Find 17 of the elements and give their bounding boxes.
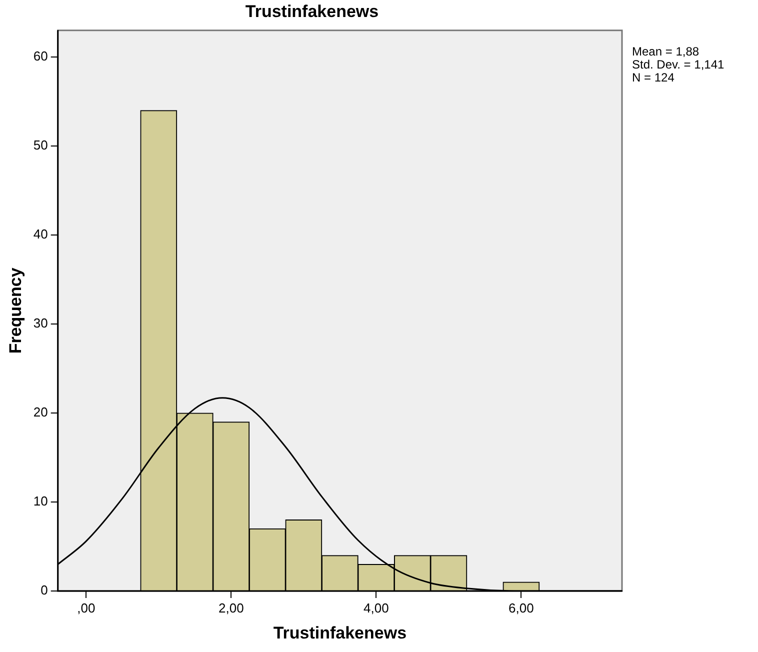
y-tick-label: 10: [33, 494, 48, 509]
y-tick-label: 40: [33, 226, 48, 242]
x-tick-label: 6,00: [508, 600, 534, 616]
text: N = 124: [632, 70, 675, 85]
x-axis-title: Trustinfakenews: [273, 623, 407, 642]
x-tick-label: 4,00: [364, 600, 389, 616]
text: Mean = 1,88: [632, 44, 700, 59]
y-tick-label: 0: [40, 582, 48, 598]
x-tick-label: ,00: [77, 600, 96, 616]
text: Std. Dev. = 1,141: [632, 58, 724, 72]
y-axis-title: Frequency: [6, 267, 25, 354]
y-tick-label: 20: [33, 404, 48, 420]
y-tick-label: 60: [33, 48, 48, 64]
y-tick-label: 50: [33, 138, 48, 153]
chart-title: Trustinfakenews: [245, 2, 379, 21]
x-tick-label: 2,00: [218, 600, 244, 616]
y-tick-label: 30: [33, 316, 48, 331]
